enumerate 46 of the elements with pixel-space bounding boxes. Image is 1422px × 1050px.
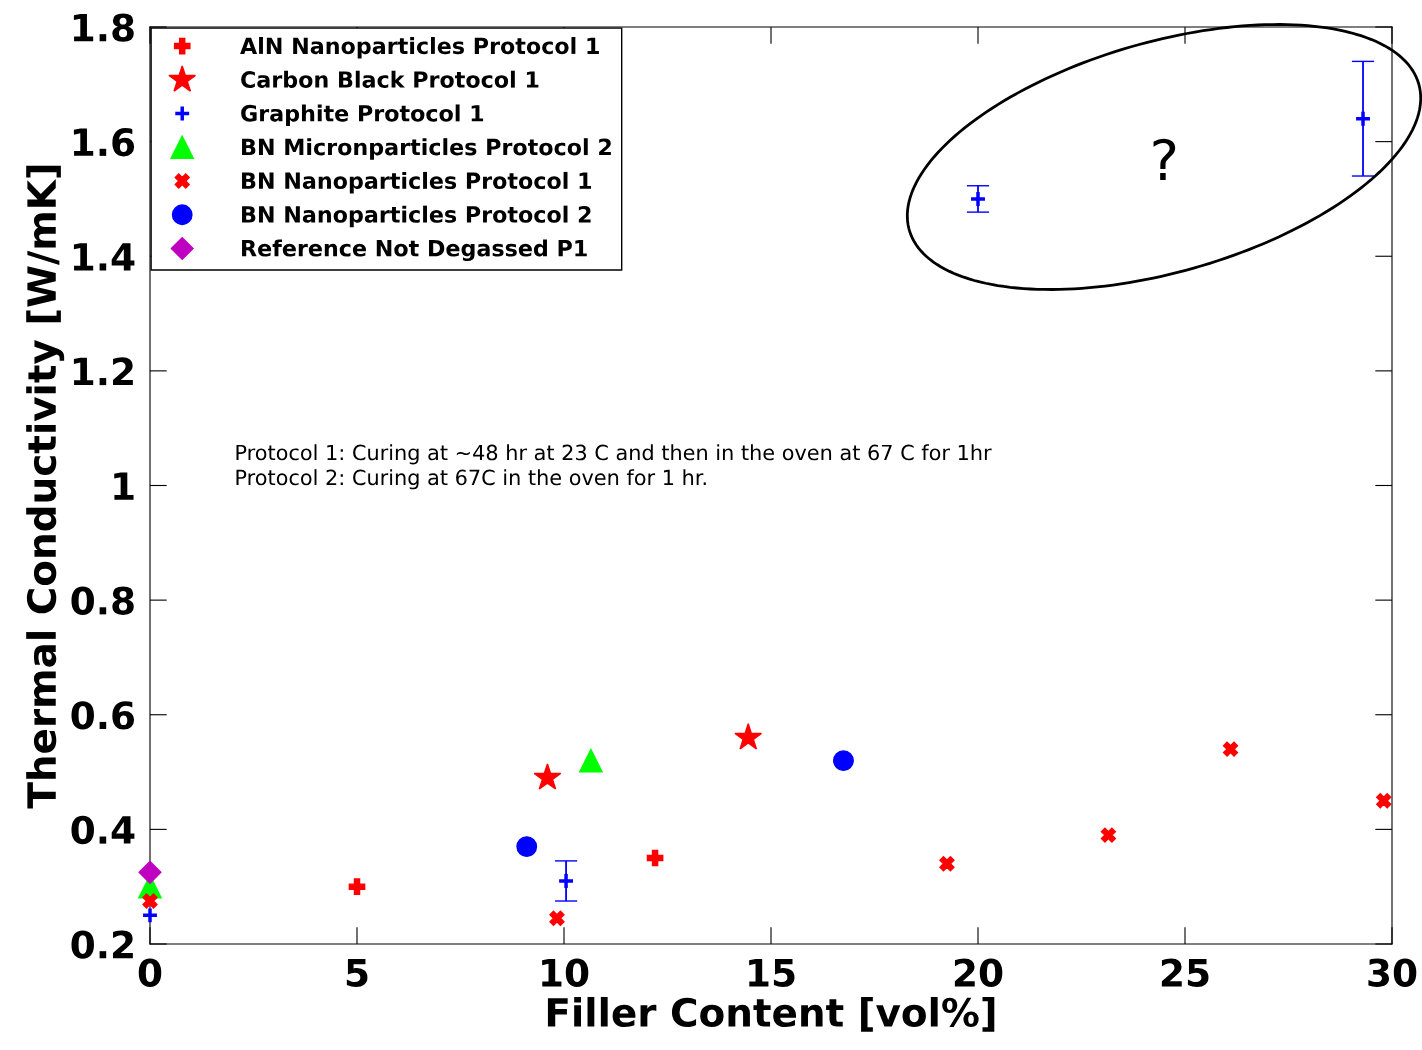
legend-label: Reference Not Degassed P1 (242, 239, 587, 262)
point (141, 906, 159, 925)
x-tick-label: 30 (1368, 958, 1417, 987)
point (138, 860, 162, 884)
y-tick-label: 0.6 (71, 701, 135, 730)
point (939, 856, 955, 872)
annotation: Protocol 1: Curing at ~48 hr at 23 C and then in the oven at 67 C for 1hr (236, 444, 992, 465)
point (549, 910, 565, 926)
y-tick-label: 0.4 (71, 815, 135, 845)
point (646, 849, 664, 867)
x-tick-label: 25 (1161, 958, 1209, 987)
x-tick-label: 5 (346, 959, 368, 987)
x-tick-label: 15 (749, 959, 795, 987)
point (516, 836, 538, 857)
y-tick-label: 1.4 (73, 243, 135, 271)
x-tick-label: 20 (954, 958, 1003, 987)
point (579, 748, 603, 773)
legend-label: Graphite Protocol 1 (241, 104, 484, 126)
point (1100, 827, 1117, 843)
point (1354, 110, 1372, 128)
point (533, 763, 562, 790)
point (969, 190, 987, 208)
point (142, 893, 158, 909)
annotation: Protocol 2: Curing at 67C in the oven for 1 hr. (236, 469, 706, 490)
legend-label: BN Nanoparticles Protocol 1 (242, 171, 592, 194)
x-tick-label: 0 (138, 958, 162, 987)
y-tick-label: 1 (114, 472, 134, 500)
y-tick-label: 1.2 (73, 357, 133, 386)
point (557, 872, 575, 890)
y-tick-label: 1.6 (73, 128, 135, 157)
annotation: ? (1153, 138, 1176, 180)
legend-label: AlN Nanoparticles Protocol 1 (240, 37, 599, 59)
y-tick-label: 1.8 (73, 13, 134, 42)
x-tick-label: 10 (542, 958, 589, 987)
legend-label: BN Nanoparticles Protocol 2 (242, 205, 591, 228)
x-axis-title: Filler Content [vol%] (547, 996, 995, 1032)
point (1222, 741, 1239, 757)
legend-label: BN Micronparticles Protocol 2 (242, 138, 611, 160)
y-axis-title: Thermal Conductivity [W/mK] (26, 165, 65, 809)
y-tick-label: 0.8 (71, 586, 134, 615)
y-tick-label: 0.2 (71, 930, 133, 959)
legend-label: Carbon Black Protocol 1 (241, 70, 539, 88)
point (1376, 793, 1392, 809)
point (833, 750, 854, 772)
point (734, 723, 763, 750)
point (348, 878, 366, 896)
